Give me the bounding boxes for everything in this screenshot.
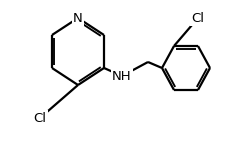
Text: Cl: Cl	[34, 112, 46, 125]
Text: NH: NH	[112, 70, 132, 82]
Text: Cl: Cl	[192, 11, 204, 25]
Text: N: N	[73, 11, 83, 25]
